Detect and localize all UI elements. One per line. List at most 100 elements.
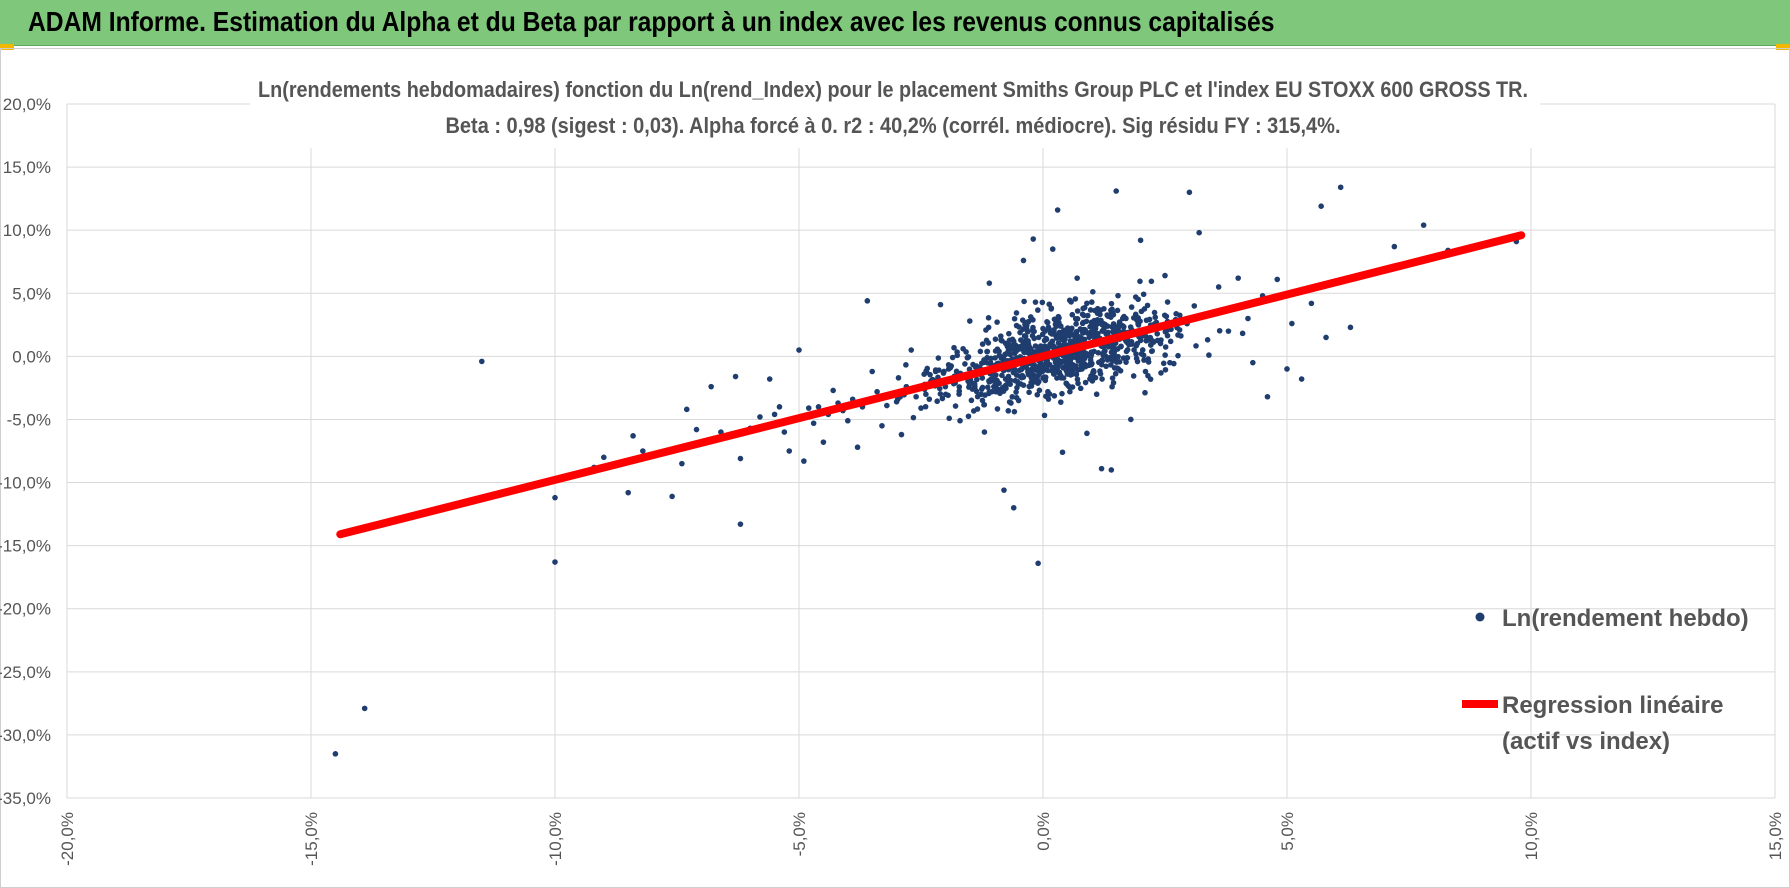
data-point (1289, 320, 1295, 327)
data-point (1051, 316, 1058, 323)
data-point (974, 406, 981, 412)
data-point (693, 426, 700, 433)
data-point (1078, 351, 1085, 357)
data-point (1298, 376, 1305, 382)
data-point (1103, 323, 1110, 329)
data-point (1274, 276, 1281, 283)
data-point (1084, 312, 1091, 319)
data-point (1034, 377, 1041, 384)
data-point (972, 385, 978, 392)
data-point (1018, 374, 1025, 381)
data-point (1109, 383, 1115, 390)
data-point (963, 349, 969, 355)
data-point (332, 751, 339, 757)
data-point (1098, 465, 1105, 472)
data-point (1137, 237, 1144, 244)
data-point (1091, 348, 1097, 355)
corner-mark-right (1776, 44, 1790, 50)
data-point (1031, 335, 1037, 342)
data-point (966, 381, 973, 388)
data-point (1123, 315, 1129, 322)
data-point (1420, 222, 1427, 228)
data-point (990, 372, 996, 379)
y-tick-label: 0,0% (12, 347, 51, 366)
data-point (1132, 294, 1139, 300)
data-point (1128, 304, 1135, 310)
data-point (1017, 337, 1024, 343)
x-tick-label: 15,0% (1766, 812, 1785, 860)
data-point (1206, 352, 1212, 358)
data-point (1124, 346, 1131, 353)
data-point (864, 298, 871, 304)
data-point (924, 365, 931, 372)
data-point (601, 454, 607, 461)
data-point (1114, 307, 1121, 314)
data-point (1109, 306, 1115, 313)
data-point (1084, 430, 1090, 437)
data-point (1115, 353, 1121, 360)
data-point (986, 280, 993, 286)
data-point (989, 376, 996, 383)
data-point (801, 458, 807, 464)
data-point (1111, 323, 1118, 330)
data-point (973, 363, 980, 369)
data-point (910, 414, 917, 421)
chart-title-background (250, 70, 1540, 148)
data-point (1099, 321, 1105, 328)
data-point (994, 406, 1001, 412)
data-point (1112, 370, 1119, 377)
data-point (1186, 189, 1193, 196)
data-point (918, 405, 924, 411)
data-point (1127, 324, 1134, 330)
data-point (1087, 307, 1094, 313)
data-point (1191, 303, 1198, 309)
data-point (1114, 365, 1120, 371)
regression-line-layer (336, 231, 1526, 539)
data-point (981, 357, 987, 363)
data-point (935, 355, 942, 361)
y-tick-label: -20,0% (0, 600, 51, 619)
data-point (1094, 305, 1101, 312)
data-point (1045, 324, 1052, 331)
data-point (1104, 312, 1110, 318)
data-point (1013, 345, 1020, 351)
data-point (971, 381, 978, 387)
legend-label-line-1: Regression linéaire (1502, 692, 1723, 719)
data-point (1154, 330, 1161, 337)
data-point (947, 364, 954, 371)
data-point (679, 460, 685, 467)
data-point (1318, 203, 1324, 210)
data-point (922, 403, 929, 410)
data-point (1104, 357, 1111, 363)
data-point (869, 368, 875, 375)
data-point (1245, 315, 1251, 322)
data-point (879, 422, 885, 429)
data-point (1063, 360, 1069, 367)
data-point (1032, 299, 1039, 305)
grid (66, 103, 1776, 799)
header-bar: ADAM Informe. Estimation du Alpha et du … (0, 0, 1790, 46)
data-point (1079, 311, 1086, 318)
data-point (1008, 346, 1014, 353)
data-point (1015, 397, 1022, 404)
data-point (908, 347, 915, 353)
data-point (854, 444, 861, 451)
data-point (984, 348, 991, 355)
data-point (1215, 284, 1222, 290)
x-tick-label: 5,0% (1278, 812, 1297, 851)
data-point (1005, 408, 1012, 414)
data-point (820, 439, 827, 445)
data-point (1099, 376, 1105, 382)
data-point (805, 405, 812, 411)
data-point (957, 417, 963, 424)
data-point (1042, 343, 1048, 350)
data-point (1073, 332, 1080, 338)
data-point (1193, 343, 1199, 349)
data-point (1143, 338, 1150, 344)
data-points (332, 184, 1520, 757)
data-point (956, 391, 962, 397)
data-point (898, 431, 905, 438)
data-point (1013, 389, 1019, 395)
data-point (986, 388, 993, 395)
data-point (994, 319, 1000, 325)
